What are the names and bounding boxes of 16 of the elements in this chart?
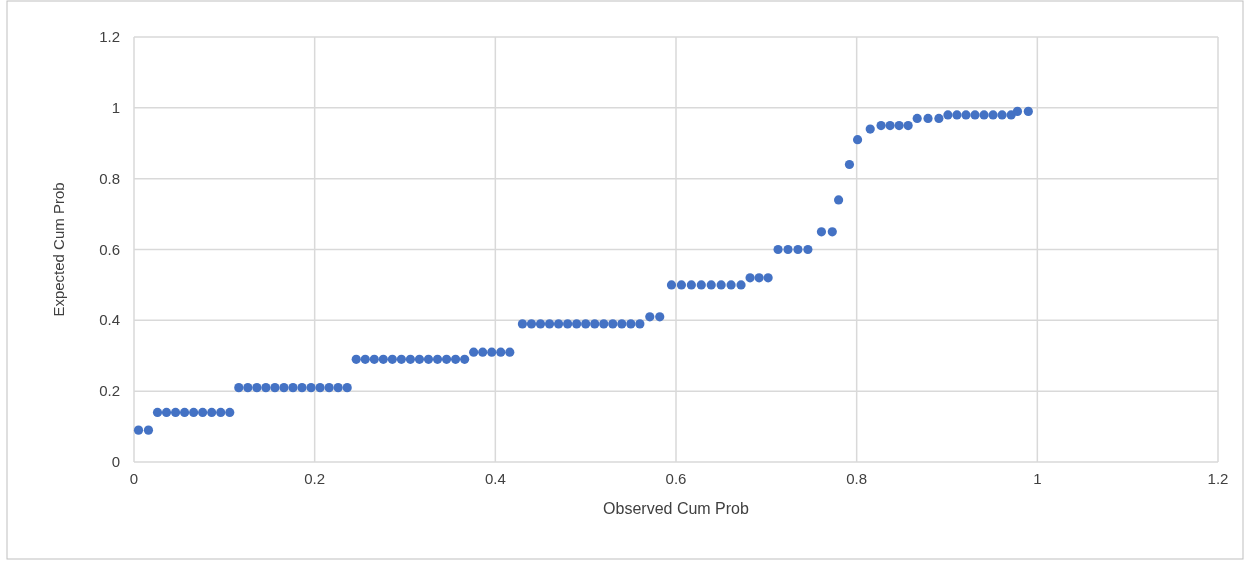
x-tick-label: 0.8 xyxy=(846,470,868,487)
x-tick-label: 0.6 xyxy=(665,470,687,487)
y-tick-label: 0.6 xyxy=(99,240,120,258)
y-tick-label: 0.8 xyxy=(99,169,120,187)
y-axis-title: Expected Cum Prob xyxy=(50,182,67,317)
y-tick-label: 0.2 xyxy=(99,382,120,400)
x-tick-label: 1.2 xyxy=(1207,470,1229,487)
y-tick-label: 0 xyxy=(111,453,120,470)
x-tick-label: 1 xyxy=(1033,470,1042,487)
y-tick-label: 0.4 xyxy=(99,311,120,329)
y-tick-label: 1.2 xyxy=(99,28,120,45)
x-tick-label: 0.4 xyxy=(484,470,506,487)
y-tick-label: 1 xyxy=(111,98,120,116)
x-axis-title: Observed Cum Prob xyxy=(603,500,750,517)
x-tick-label: 0.2 xyxy=(304,470,326,487)
x-tick-label: 0 xyxy=(129,470,139,487)
